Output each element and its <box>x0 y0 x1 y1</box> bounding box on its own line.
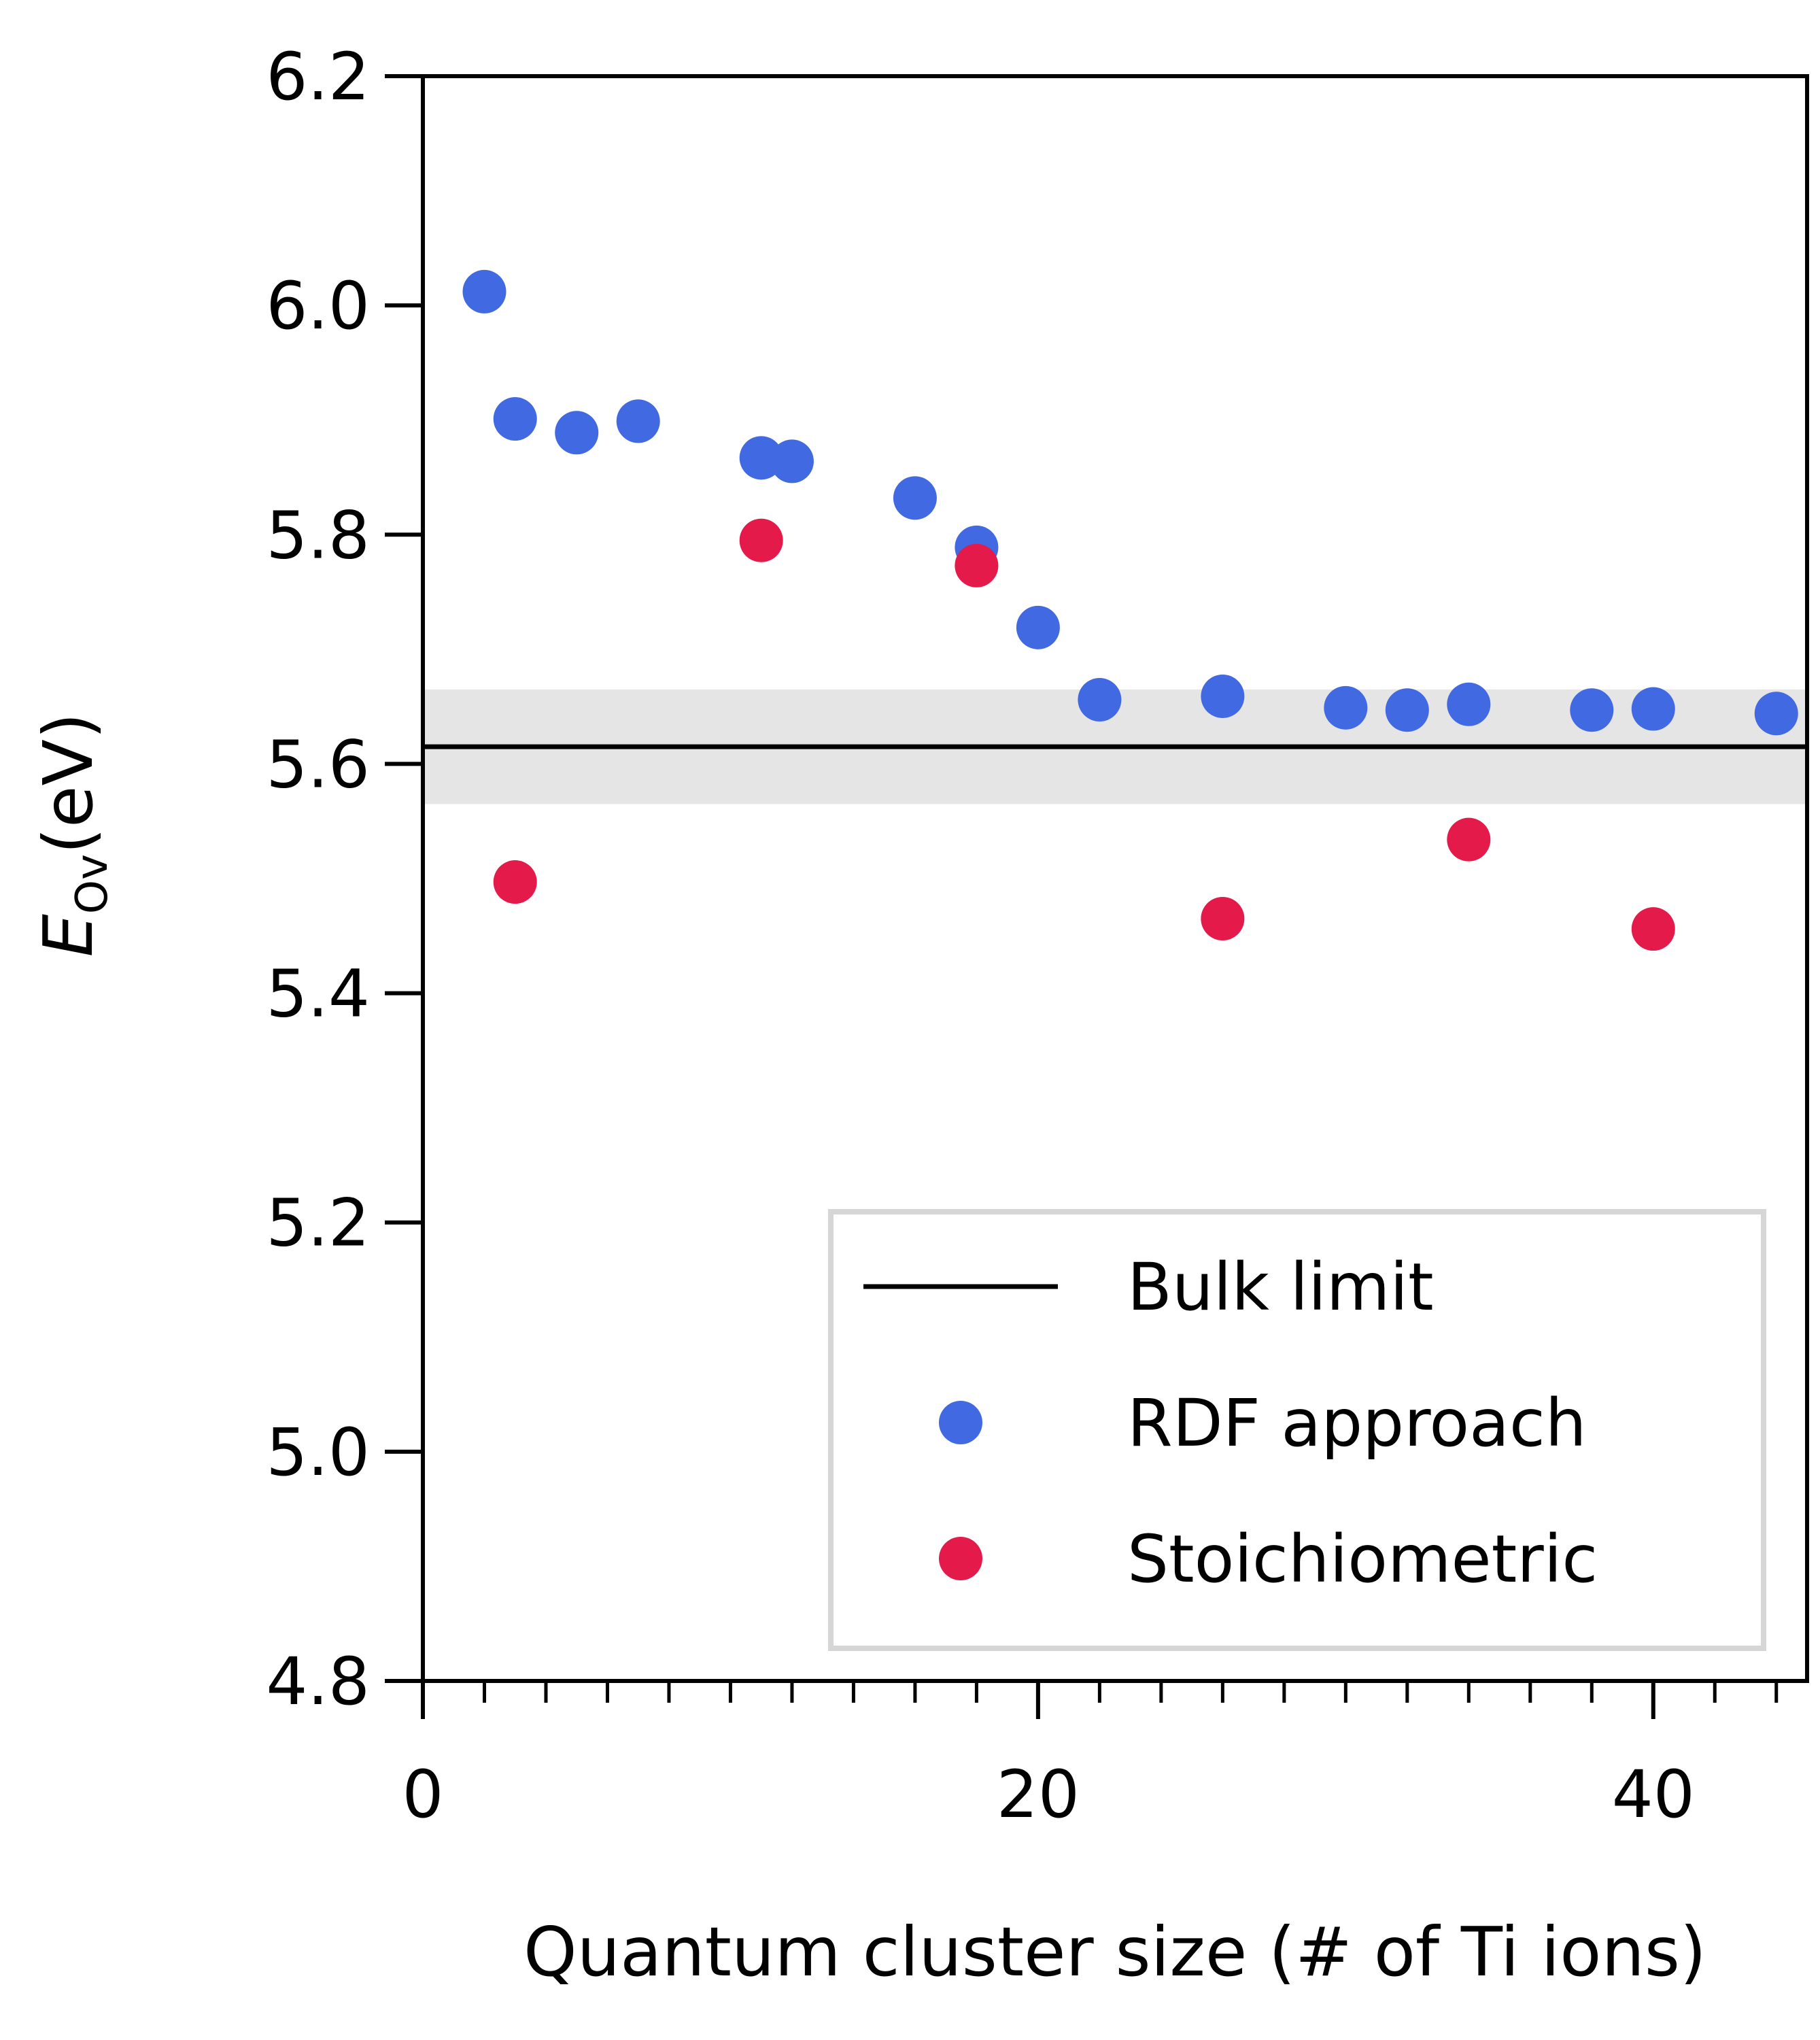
legend: Bulk limit RDF approach Stoichiometric <box>828 1209 1766 1651</box>
legend-marker-rdf-approach <box>939 1401 982 1444</box>
y-tick-label: 6.2 <box>266 39 370 115</box>
x-axis-ticks: 0 20 40 <box>402 1681 1779 1833</box>
y-tick-label: 5.6 <box>266 726 370 802</box>
point-rdf-approach <box>1631 687 1675 731</box>
point-rdf-approach <box>1385 688 1429 732</box>
point-rdf-approach <box>493 397 537 441</box>
y-axis-title-subscript: Ov <box>67 854 118 914</box>
point-rdf-approach <box>1016 605 1060 649</box>
y-tick-label: 6.0 <box>266 268 370 344</box>
point-rdf-approach <box>1754 692 1798 736</box>
y-axis-ticks: 4.8 5.0 5.2 5.4 5.6 5.8 6.0 6.2 <box>266 39 423 1720</box>
y-axis-title: EOv(eV) <box>29 713 118 957</box>
point-stoichiometric <box>1201 897 1245 940</box>
x-tick-label: 40 <box>1612 1756 1695 1833</box>
x-tick-label: 20 <box>997 1756 1080 1833</box>
legend-marker-stoichiometric <box>939 1537 982 1580</box>
x-axis-title: Quantum cluster size (# of Ti ions) <box>523 1912 1706 1992</box>
point-stoichiometric <box>739 518 783 562</box>
legend-label-bulk-limit: Bulk limit <box>1127 1249 1434 1325</box>
x-tick-label: 0 <box>402 1756 443 1833</box>
point-stoichiometric <box>493 860 537 904</box>
point-rdf-approach <box>555 411 599 455</box>
legend-label-rdf-approach: RDF approach <box>1127 1385 1587 1461</box>
point-rdf-approach <box>1201 674 1245 718</box>
point-rdf-approach <box>1570 688 1614 732</box>
y-tick-label: 4.8 <box>266 1644 370 1720</box>
legend-label-stoichiometric: Stoichiometric <box>1127 1521 1598 1597</box>
point-rdf-approach <box>1078 678 1122 722</box>
y-axis-title-unit: (eV) <box>29 713 108 854</box>
point-stoichiometric <box>1447 817 1491 862</box>
y-tick-label: 5.2 <box>266 1185 370 1261</box>
y-axis-title-symbol: E <box>29 914 108 957</box>
point-rdf-approach <box>616 399 660 443</box>
point-stoichiometric <box>1631 907 1675 951</box>
point-rdf-approach <box>1324 685 1368 730</box>
point-rdf-approach <box>893 476 937 520</box>
point-rdf-approach <box>462 269 506 313</box>
point-rdf-approach <box>770 439 814 483</box>
point-stoichiometric <box>955 543 999 588</box>
point-rdf-approach <box>1447 682 1491 726</box>
data-points-layer <box>462 269 1798 951</box>
y-tick-label: 5.8 <box>266 497 370 573</box>
plot-frame <box>421 74 1809 1683</box>
y-tick-label: 5.0 <box>266 1414 370 1491</box>
y-tick-label: 5.4 <box>266 956 370 1032</box>
